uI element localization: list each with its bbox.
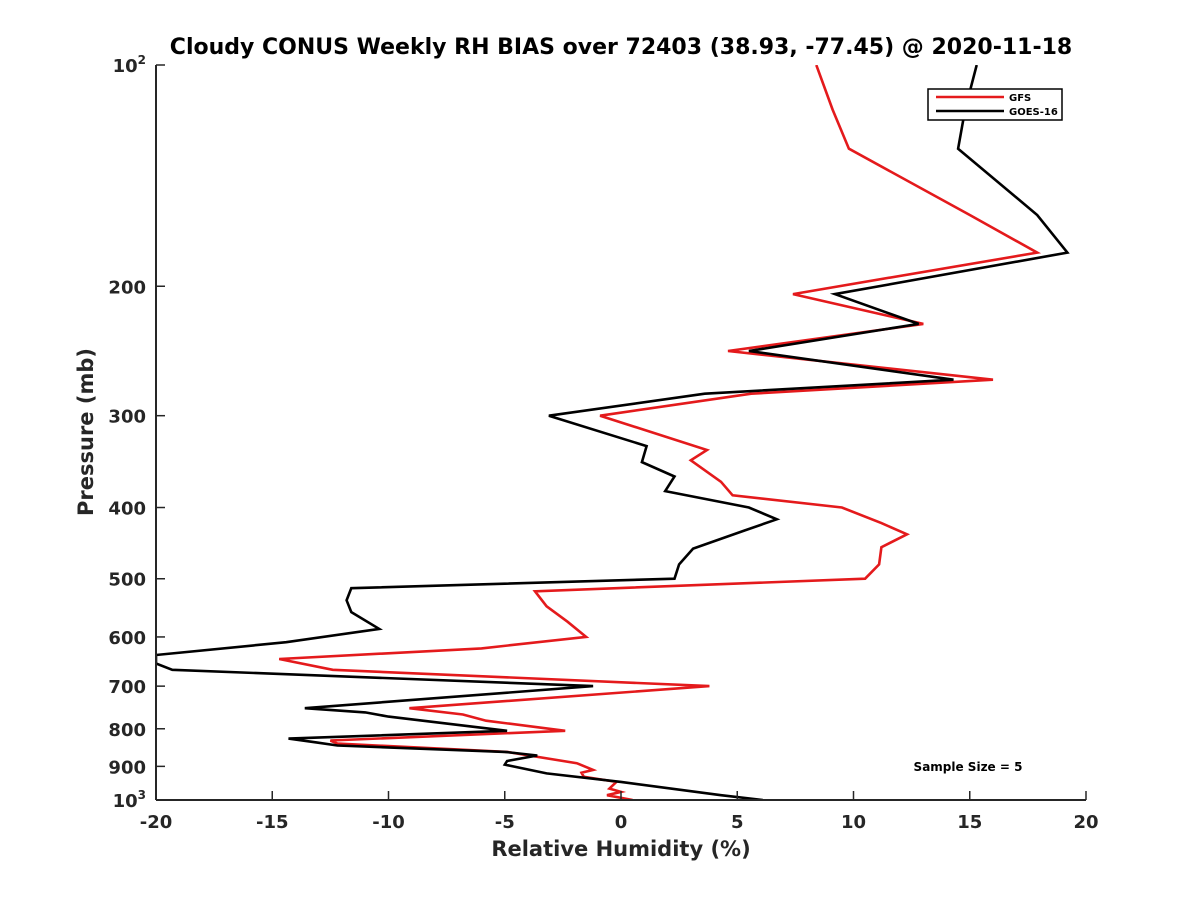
y-tick-label: 102 <box>113 53 146 77</box>
x-axis-label: Relative Humidity (%) <box>491 837 750 861</box>
axes-layer <box>155 65 1086 801</box>
y-tick-label: 900 <box>108 757 146 778</box>
y-tick-label: 300 <box>108 407 146 428</box>
x-tick-label: -5 <box>495 812 515 833</box>
legend-label-goes16: GOES-16 <box>1009 107 1058 118</box>
y-tick-label: 103 <box>113 788 146 812</box>
x-tick-label: 10 <box>841 812 866 833</box>
x-tick-label: -15 <box>256 812 289 833</box>
sample-size-annotation: Sample Size = 5 <box>914 760 1023 774</box>
legend-label-gfs: GFS <box>1009 93 1031 104</box>
series-layer <box>156 65 1070 800</box>
legend-box <box>927 88 1063 121</box>
x-tick-label: 0 <box>615 812 628 833</box>
y-tick-label: 400 <box>108 499 146 520</box>
x-tick-label: 20 <box>1073 812 1098 833</box>
y-tick-label: 600 <box>108 628 146 649</box>
y-tick-label: 700 <box>108 677 146 698</box>
series-line-gfs <box>278 65 1042 800</box>
x-tick-label: 15 <box>957 812 982 833</box>
series-line-goes16 <box>156 65 1070 800</box>
x-tick-label: -10 <box>372 812 405 833</box>
x-tick-label: -20 <box>140 812 173 833</box>
y-ticks: 102 200 300 400 500 600 700 800 900 103 <box>108 53 165 812</box>
y-tick-label: 500 <box>108 570 146 591</box>
y-tick-label: 800 <box>108 720 146 741</box>
x-ticks: -20 -15 -10 -5 0 5 10 15 20 <box>140 791 1099 833</box>
y-tick-label: 200 <box>108 277 146 298</box>
chart-title: Cloudy CONUS Weekly RH BIAS over 72403 (… <box>170 35 1072 60</box>
legend: GFS GOES-16 <box>927 88 1063 121</box>
y-axis-label: Pressure (mb) <box>74 348 98 516</box>
x-tick-label: 5 <box>731 812 744 833</box>
